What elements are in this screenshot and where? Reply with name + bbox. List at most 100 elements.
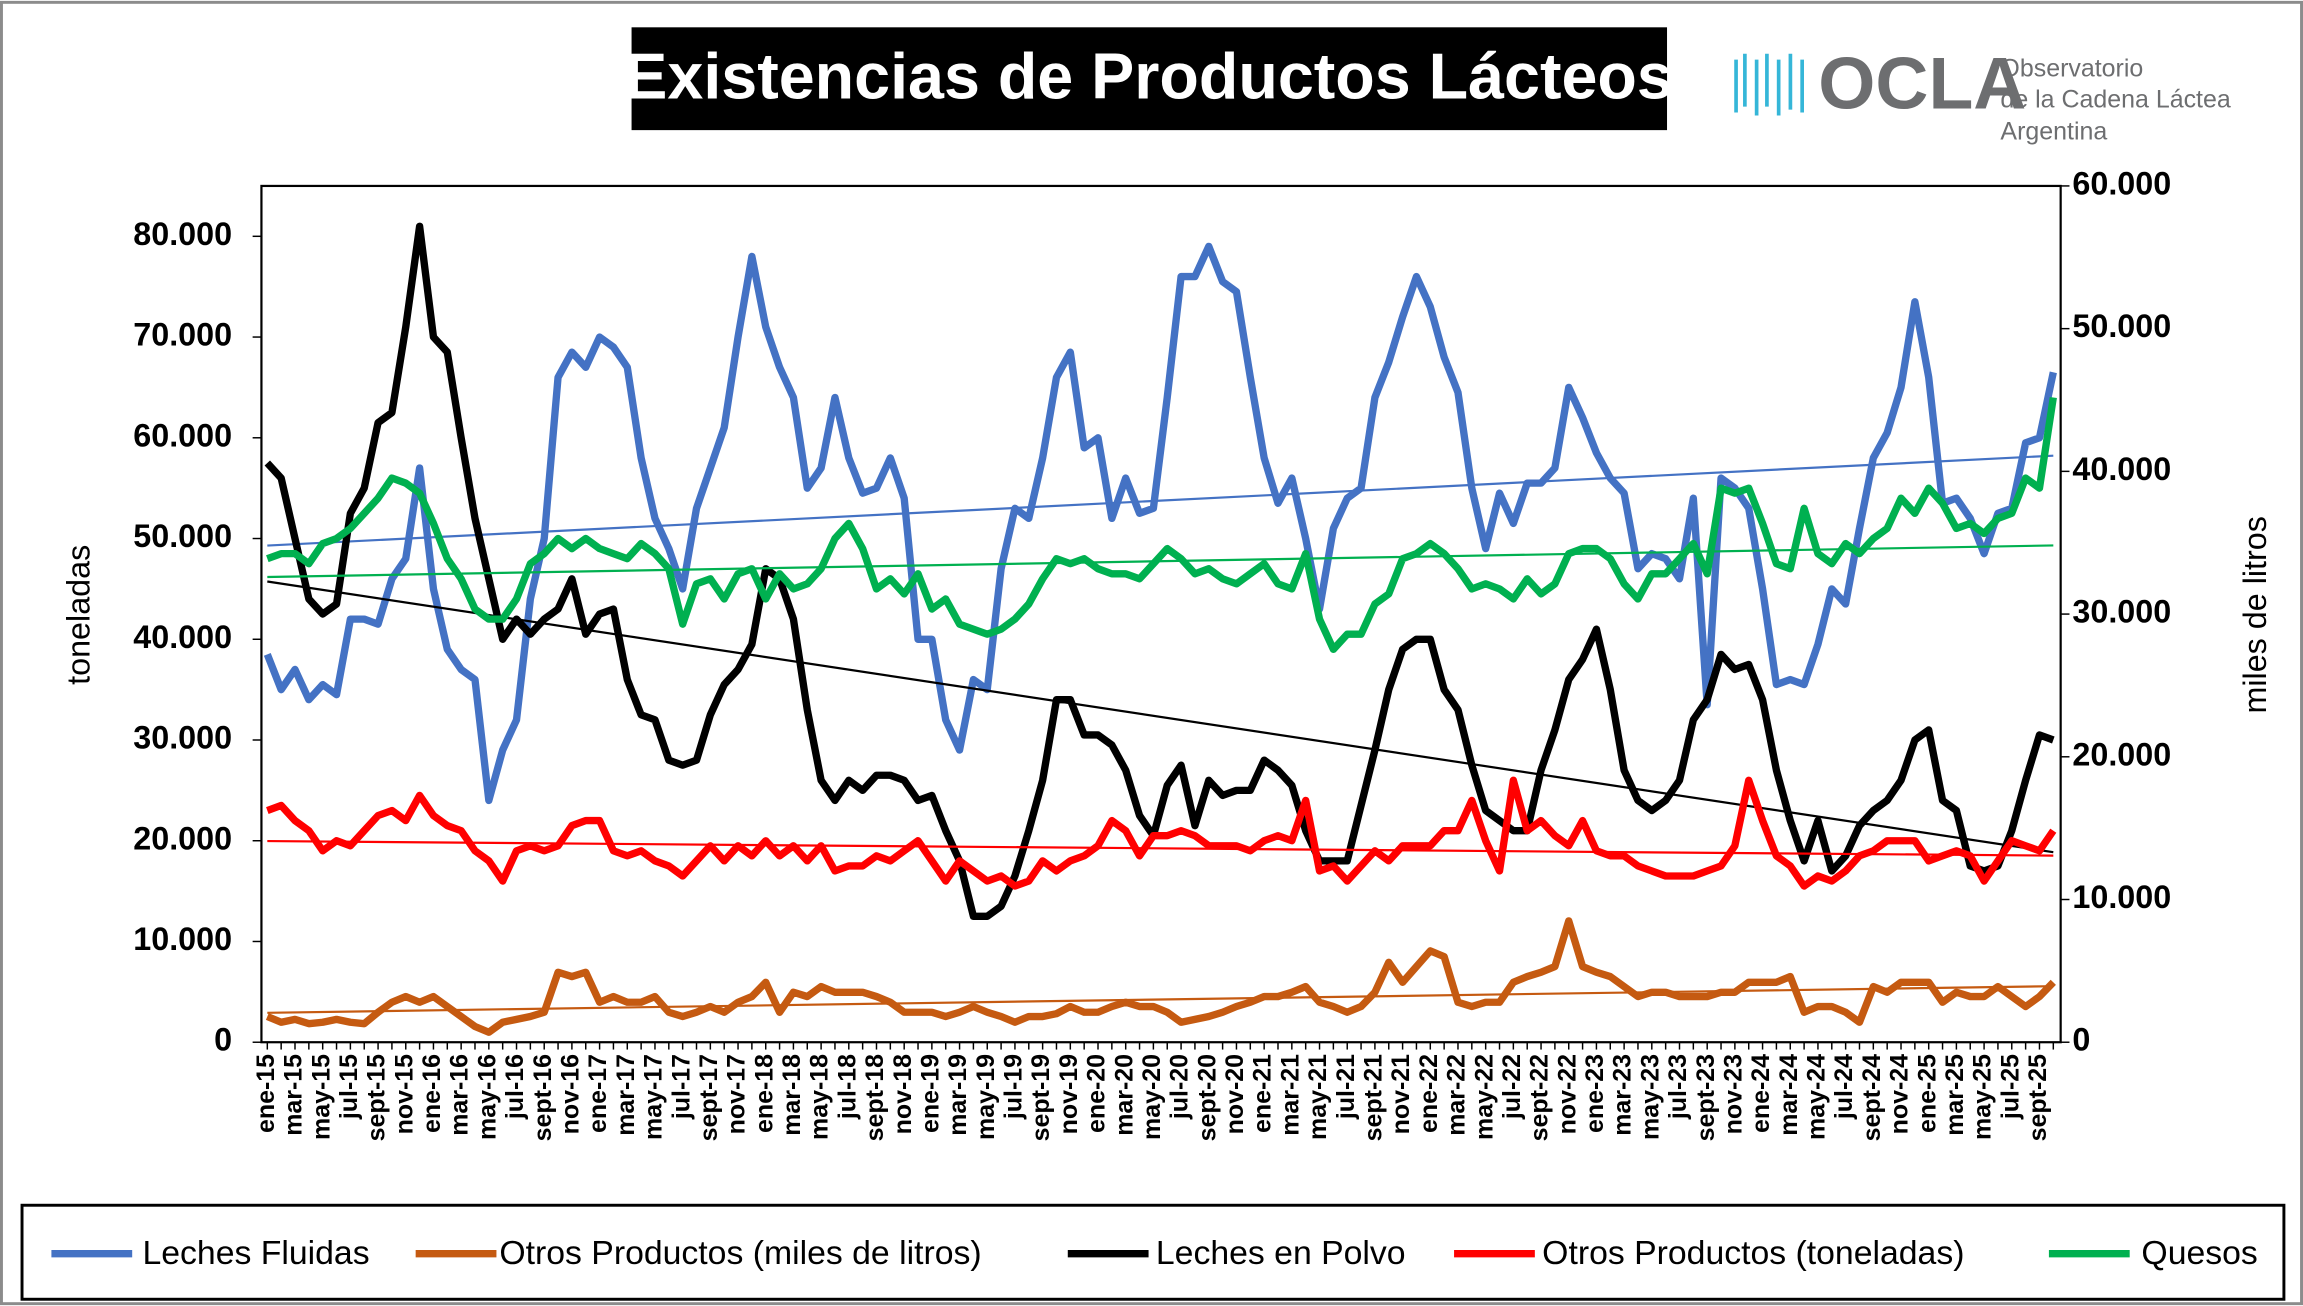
x-tick-label: mar-16 [446, 1054, 474, 1136]
trend-line [267, 985, 2054, 1014]
logo-line: de la Cadena Láctea [2000, 85, 2230, 113]
x-tick-label: nov-21 [1387, 1054, 1415, 1135]
x-tick-label: may-19 [972, 1054, 1000, 1140]
x-tick-label: sept-20 [1193, 1054, 1221, 1141]
x-tick-label: mar-17 [612, 1054, 640, 1136]
logo-waves [1734, 53, 1804, 116]
x-tick-label: may-25 [1969, 1054, 1997, 1140]
x-tick-label: may-23 [1636, 1054, 1664, 1140]
x-tick-label: jul-17 [667, 1054, 695, 1120]
x-tick-label: mar-21 [1276, 1054, 1304, 1136]
x-tick-label: jul-16 [501, 1054, 529, 1120]
y2-tick-label: 30.000 [2072, 594, 2171, 630]
x-tick-label: sept-18 [861, 1054, 889, 1141]
trend-line [267, 454, 2054, 547]
y-tick-label: 20.000 [133, 820, 232, 856]
legend-label: Leches en Polvo [1156, 1234, 1406, 1272]
x-tick-label: sept-19 [1027, 1054, 1055, 1141]
x-tick-label: ene-16 [418, 1054, 446, 1133]
y-tick-label: 0 [214, 1022, 232, 1058]
x-tick-label: sept-24 [1858, 1054, 1886, 1141]
title-box [631, 27, 1668, 131]
x-tick-label: sept-22 [1526, 1054, 1554, 1141]
x-tick-label: nov-20 [1221, 1054, 1249, 1134]
x-tick-label: sept-17 [695, 1054, 723, 1141]
x-tick-label: may-24 [1803, 1054, 1831, 1140]
x-tick-label: ene-21 [1249, 1054, 1277, 1133]
x-tick-label: mar-25 [1941, 1054, 1969, 1136]
x-tick-label: ene-17 [584, 1054, 612, 1133]
x-tick-label: jul-22 [1498, 1054, 1526, 1120]
x-tick-label: sept-23 [1692, 1054, 1720, 1141]
x-tick-label: jul-19 [1000, 1054, 1028, 1120]
y2-tick-label: 50.000 [2072, 308, 2171, 344]
x-tick-label: nov-15 [390, 1054, 418, 1135]
y2-tick-label: 0 [2072, 1022, 2090, 1058]
legend-label: Otros Productos (miles de litros) [499, 1234, 981, 1272]
x-tick-label: jul-20 [1166, 1054, 1194, 1120]
logo-icon [1734, 53, 1804, 116]
x-tick-label: may-22 [1470, 1054, 1498, 1140]
x-tick-label: jul-21 [1332, 1054, 1360, 1120]
x-tick-label: jul-15 [335, 1054, 363, 1120]
y-tick-label: 60.000 [133, 417, 232, 453]
x-tick-label: mar-23 [1609, 1054, 1637, 1136]
logo-line: Argentina [2000, 118, 2107, 146]
x-tick-label: ene-23 [1581, 1054, 1609, 1133]
x-tick-label: may-21 [1304, 1054, 1332, 1140]
x-tick-label: ene-25 [1913, 1054, 1941, 1133]
series-line [264, 222, 2055, 920]
y2-tick-label: 10.000 [2072, 879, 2171, 915]
x-tick-label: ene-19 [916, 1054, 944, 1133]
series-line [265, 917, 2056, 1036]
logo-name: OCLA [1818, 42, 2026, 124]
legend-label: Leches Fluidas [142, 1234, 369, 1272]
x-tick-label: ene-24 [1747, 1054, 1775, 1133]
x-tick-label: may-15 [307, 1054, 335, 1140]
x-tick-label: nov-22 [1553, 1054, 1581, 1134]
series-line [263, 242, 2057, 805]
y-tick-label: 40.000 [133, 619, 232, 655]
y2-tick-label: 60.000 [2072, 165, 2171, 201]
x-tick-label: ene-15 [252, 1054, 280, 1133]
legend-label: Quesos [2141, 1234, 2257, 1272]
x-tick-label: may-17 [640, 1054, 668, 1140]
x-tick-label: mar-20 [1110, 1054, 1138, 1136]
y-tick-label: 10.000 [133, 921, 232, 957]
x-tick-label: ene-20 [1083, 1054, 1111, 1133]
x-tick-label: sept-15 [363, 1054, 391, 1141]
x-tick-label: jul-18 [833, 1054, 861, 1120]
x-tick-label: jul-23 [1664, 1054, 1692, 1120]
x-tick-label: may-18 [806, 1054, 834, 1140]
x-tick-label: ene-18 [750, 1054, 778, 1133]
x-tick-label: nov-16 [556, 1054, 584, 1134]
x-tick-label: sept-16 [529, 1054, 557, 1141]
x-tick-label: mar-18 [778, 1054, 806, 1136]
y-tick-label: 30.000 [133, 720, 232, 756]
trend-line [267, 839, 2054, 857]
x-tick-label: nov-17 [723, 1054, 751, 1134]
x-tick-label: mar-24 [1775, 1054, 1803, 1136]
series-line [266, 776, 2057, 890]
x-tick-label: nov-18 [889, 1054, 917, 1135]
series-line [266, 396, 2057, 654]
y-tick-label: 50.000 [133, 518, 232, 554]
x-tick-label: sept-21 [1360, 1054, 1388, 1141]
logo-line: Observatorio [2000, 54, 2143, 82]
legend-label: Otros Productos (toneladas) [1542, 1234, 1964, 1272]
x-tick-label: nov-24 [1886, 1054, 1914, 1135]
y-tick-label: 80.000 [133, 216, 232, 252]
x-tick-label: nov-23 [1719, 1054, 1747, 1134]
y2-tick-label: 40.000 [2072, 451, 2171, 487]
legend [20, 1203, 2286, 1301]
chart-title: Existencias de Productos Lácteos [624, 41, 1672, 113]
x-tick-label: mar-15 [280, 1054, 308, 1136]
x-tick-label: mar-22 [1443, 1054, 1471, 1136]
x-tick-label: may-20 [1138, 1054, 1166, 1140]
x-tick-label: may-16 [473, 1054, 501, 1140]
x-tick-label: mar-19 [944, 1054, 972, 1136]
x-tick-label: sept-25 [2024, 1054, 2052, 1141]
x-tick-label: nov-19 [1055, 1054, 1083, 1134]
